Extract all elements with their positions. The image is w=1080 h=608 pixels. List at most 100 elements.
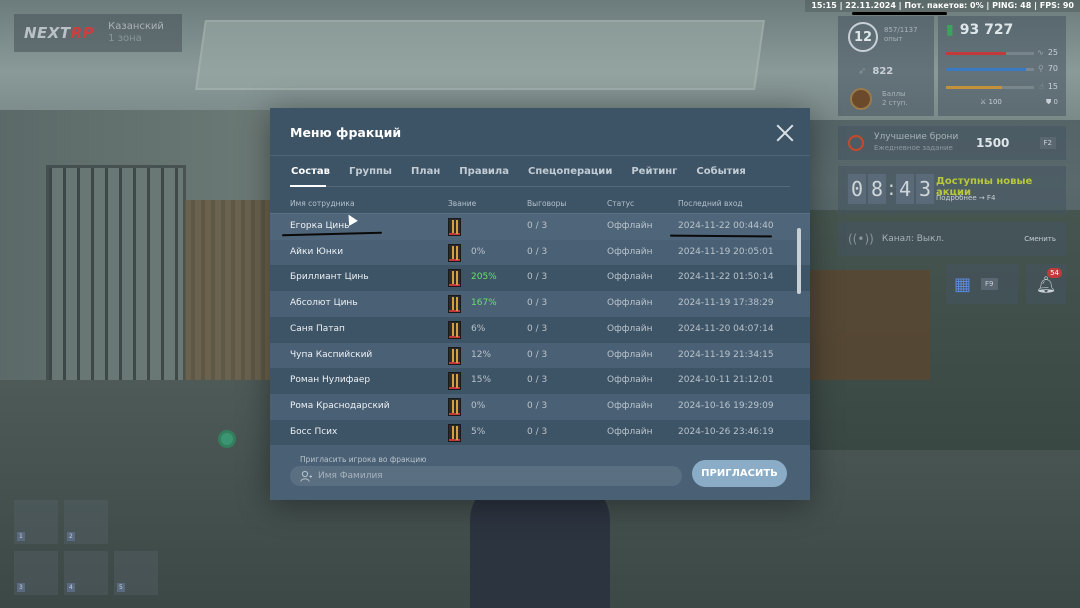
col-name[interactable]: Имя сотрудника <box>290 199 355 208</box>
rank-insignia-icon[interactable] <box>448 397 461 416</box>
member-warnings: 0 / 3 <box>527 221 548 231</box>
rank-insignia-icon[interactable] <box>448 218 461 236</box>
member-last-login: 2024-11-19 17:38:29 <box>678 298 774 309</box>
header-line <box>270 213 810 214</box>
inventory-slot[interactable]: 3 <box>14 551 58 595</box>
member-warnings: 0 / 3 <box>527 246 548 257</box>
table-row[interactable]: Рома Краснодарский 0% 0 / 3 Оффлайн 2024-10-… <box>270 393 810 420</box>
rank-insignia-icon[interactable] <box>448 295 461 314</box>
marker-icon <box>218 430 236 448</box>
table-header: Имя сотрудника Звание Выговоры Статус По… <box>270 196 810 213</box>
col-warnings[interactable]: Выговоры <box>527 199 567 208</box>
calendar-icon: ▦ <box>954 273 972 295</box>
money-icon: ▮ <box>946 22 954 38</box>
promo-link[interactable]: Подробнее → F4 <box>936 194 996 202</box>
table-row[interactable]: Бриллиант Цинь 205% 0 / 3 Оффлайн 2024-11-22… <box>270 265 810 292</box>
brand-main: NEXT <box>24 24 71 42</box>
member-warnings: 0 / 3 <box>527 349 548 360</box>
exp-caption: опыт <box>884 35 903 43</box>
money-display: ▮ 93 727 <box>946 22 1013 38</box>
server-sub: 1 зона <box>108 33 142 44</box>
timer-digit: 0 <box>848 174 866 204</box>
tab-events[interactable]: События <box>696 166 746 177</box>
member-warnings: 0 / 3 <box>527 426 548 437</box>
table-row[interactable]: Роман Нулифаер 15% 0 / 3 Оффлайн 2024-10-11 … <box>270 368 810 394</box>
money-value: 93 727 <box>959 22 1014 38</box>
tab-special-ops[interactable]: Спецоперации <box>527 166 613 177</box>
inventory-slot[interactable]: 1 <box>14 500 58 544</box>
col-last-login[interactable]: Последний вход <box>678 199 743 208</box>
health-bar <box>946 52 1006 55</box>
tab-groups[interactable]: Группы <box>349 166 392 177</box>
faction-menu-modal: Меню фракций Состав Группы План Правила … <box>270 108 810 500</box>
player-stats-panel: 12 857/1137 опыт ➶ 822 Баллы 2 ступ. <box>838 16 934 116</box>
status-bar: 15:15 | 22.11.2024 | Пот. пакетов: 0% | … <box>805 0 1080 12</box>
member-status: Оффлайн <box>607 426 653 437</box>
bell-icon: 🔔︎ <box>1035 274 1057 294</box>
inventory-slot[interactable]: 2 <box>64 500 108 544</box>
timer-digit: 3 <box>916 174 934 204</box>
armor-bar <box>946 68 1026 71</box>
member-status: Оффлайн <box>607 323 653 334</box>
rank-progress: 167% <box>471 298 497 309</box>
tab-rating[interactable]: Рейтинг <box>631 166 678 177</box>
table-row[interactable]: Чупа Каспийский 12% 0 / 3 Оффлайн 2024-11-19… <box>270 342 810 369</box>
member-last-login: 2024-11-19 21:34:15 <box>678 349 774 360</box>
invite-button[interactable]: ПРИГЛАСИТЬ <box>692 460 787 487</box>
score-avatar-icon <box>850 88 872 110</box>
tabs-divider <box>290 186 790 187</box>
tab-sostav[interactable]: Состав <box>291 166 331 177</box>
close-icon[interactable] <box>775 123 795 143</box>
member-last-login: 2024-11-19 20:05:01 <box>678 246 774 257</box>
rank-insignia-icon[interactable] <box>448 423 461 442</box>
member-last-login: 2024-10-11 21:12:01 <box>678 375 774 386</box>
col-status[interactable]: Статус <box>607 199 635 208</box>
speed-value: 822 <box>872 66 894 77</box>
timer-panel[interactable]: 0 8 : 4 3 Доступны новые акции Подробнее… <box>838 166 1066 214</box>
calendar-button[interactable]: ▦ F9 <box>946 264 1018 304</box>
rank-insignia-icon[interactable] <box>448 320 461 339</box>
player-character <box>470 480 610 608</box>
promo-title: Доступны новые акции <box>936 176 1033 198</box>
members-table: Егорка Цинь 0 / 3 Оффлайн 2024-11-22 00:44:… <box>270 214 810 445</box>
slot-number: 1 <box>17 532 25 541</box>
member-last-login: 2024-10-16 19:29:09 <box>678 400 774 411</box>
brand-accent: RP <box>70 24 95 42</box>
tab-plan[interactable]: План <box>410 166 441 177</box>
task-title: Улучшение брони <box>874 132 959 142</box>
level-badge: 12 <box>848 22 878 52</box>
notifications-button[interactable]: 🔔︎ 54 <box>1026 264 1066 304</box>
rank-insignia-icon[interactable] <box>448 372 461 391</box>
table-row[interactable]: Абсолют Цинь 167% 0 / 3 Оффлайн 2024-11-19 1… <box>270 291 810 317</box>
exp-value: 857/1137 <box>884 26 918 34</box>
daily-task-panel[interactable]: Улучшение брони Ежедневное задание 1500 F… <box>838 126 1066 160</box>
rank-progress: 15% <box>471 375 492 386</box>
table-scrollbar[interactable] <box>797 228 801 294</box>
member-warnings: 0 / 3 <box>527 272 548 283</box>
rank-insignia-icon[interactable] <box>448 243 461 262</box>
user-icon <box>300 470 312 482</box>
stat-b: ⛊ 0 <box>1046 98 1058 106</box>
hunger-stat: ☝ 15 <box>1039 82 1058 91</box>
rank-insignia-icon[interactable] <box>448 269 461 288</box>
tab-rules[interactable]: Правила <box>459 166 509 177</box>
channel-label: Канал: Выкл. <box>881 234 945 244</box>
rank-insignia-icon[interactable] <box>448 346 461 365</box>
task-text: Улучшение брони Ежедневное задание <box>874 132 958 154</box>
channel-switch[interactable]: Сменить <box>1024 235 1056 243</box>
member-status: Оффлайн <box>607 375 653 386</box>
invite-section: Пригласить игрока во фракцию ПРИГЛАСИТЬ <box>270 445 810 500</box>
invite-name-input[interactable] <box>290 466 682 486</box>
table-row[interactable]: Босс Псих 5% 0 / 3 Оффлайн 2024-10-26 23:46:… <box>270 419 810 445</box>
rank-progress: 5% <box>471 426 486 437</box>
col-rank[interactable]: Звание <box>448 199 477 208</box>
table-row[interactable]: Саня Патап 6% 0 / 3 Оффлайн 2024-11-20 04:07… <box>270 316 810 343</box>
table-row[interactable]: Айки Юнки 0% 0 / 3 Оффлайн 2024-11-19 20:05:… <box>270 239 810 266</box>
inventory-slot[interactable]: 4 <box>64 551 108 595</box>
member-name: Саня Патап <box>290 323 345 334</box>
member-name: Егорка Цинь <box>290 221 350 231</box>
member-status: Оффлайн <box>607 221 653 231</box>
inventory-slot[interactable]: 5 <box>114 551 158 595</box>
task-sub: Ежедневное задание <box>874 144 953 152</box>
status-scribble <box>852 12 947 15</box>
